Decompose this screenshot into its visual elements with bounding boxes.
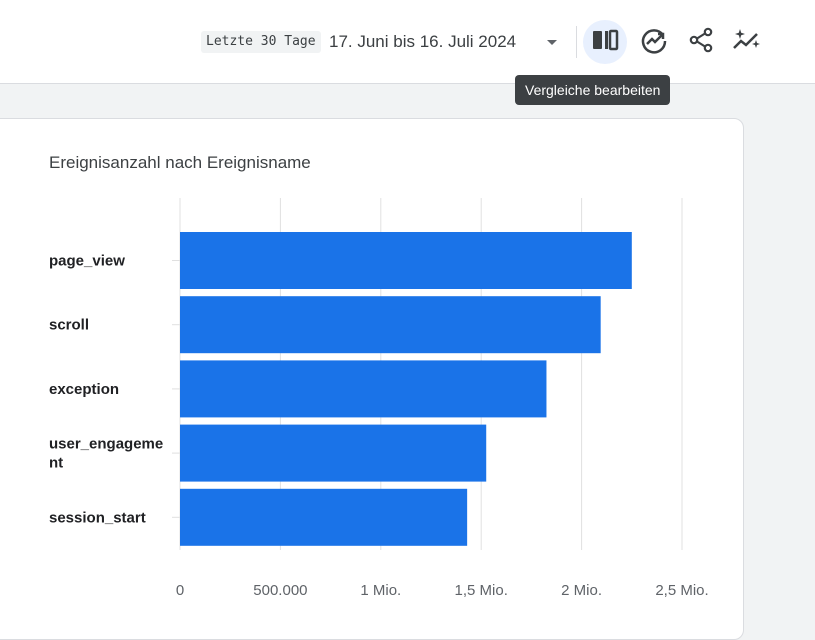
card-title: Ereignisanzahl nach Ereignisname: [49, 153, 311, 172]
sparkle-icon: [731, 26, 763, 59]
share-icon: [687, 26, 715, 59]
top-toolbar: Letzte 30 Tage 17. Juni bis 16. Juli 202…: [0, 0, 815, 84]
bar-page_view[interactable]: [180, 232, 632, 289]
toolbar-divider: [576, 26, 577, 58]
bar-session_start[interactable]: [180, 488, 468, 546]
category-label: scroll: [49, 317, 89, 334]
bar-scroll[interactable]: [180, 296, 601, 354]
insights-sparkle-button[interactable]: [725, 20, 769, 64]
category-label: user_engageme: [49, 436, 163, 453]
compare-icon: [591, 28, 619, 57]
bar-user_engagement[interactable]: [180, 424, 487, 482]
date-range-text[interactable]: 17. Juni bis 16. Juli 2024: [329, 32, 517, 51]
category-label: exception: [49, 381, 119, 398]
date-range-preset-label[interactable]: Letzte 30 Tage: [201, 31, 321, 53]
tooltip: Vergleiche bearbeiten: [515, 75, 671, 105]
chevron-down-icon[interactable]: [541, 30, 563, 54]
bar-layer: [180, 232, 632, 546]
x-tick-label: 1 Mio.: [360, 582, 401, 599]
x-tick-label: 2,5 Mio.: [655, 582, 708, 599]
insights-button[interactable]: [632, 20, 676, 64]
share-button[interactable]: [679, 20, 723, 64]
tick-layer: 0 500.000 1 Mio. 1,5 Mio. 2 Mio. 2,5 Mio.: [176, 582, 709, 599]
x-tick-label: 500.000: [253, 582, 307, 599]
x-tick-label: 0: [176, 582, 184, 599]
compare-button[interactable]: [583, 20, 627, 64]
x-tick-label: 1,5 Mio.: [455, 582, 508, 599]
category-label: session_start: [49, 509, 146, 526]
x-tick-label: 2 Mio.: [561, 582, 602, 599]
category-label: page_view: [49, 253, 125, 270]
category-label: nt: [49, 455, 63, 472]
bar-exception[interactable]: [180, 360, 547, 418]
insights-icon: [640, 26, 668, 59]
